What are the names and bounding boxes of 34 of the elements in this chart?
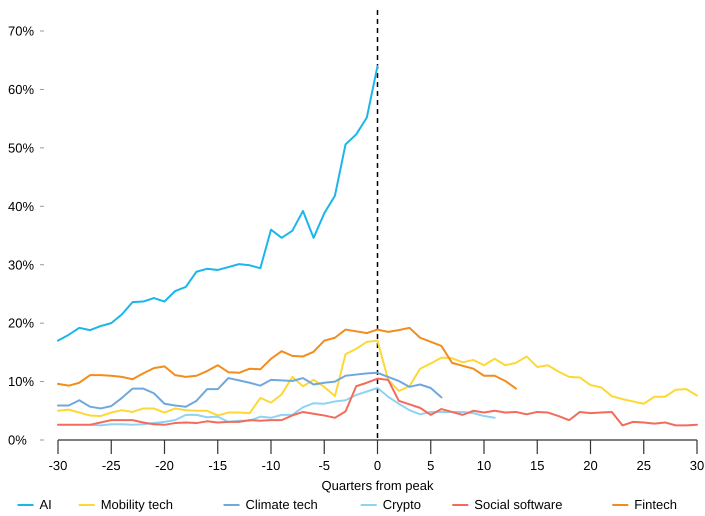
line-series [88,387,496,426]
legend-label: Crypto [382,497,421,512]
y-tick-label: 70% [8,24,34,39]
x-tick-label: 15 [530,458,544,473]
x-axis-title: Quarters from peak [322,478,434,493]
y-tick-label: 40% [8,198,34,214]
y-tick-label: 30% [8,257,34,272]
y-tick-label: 10% [8,374,34,390]
y-tick-label: 60% [8,82,34,97]
line-series [57,372,442,410]
y-tick-label: 0% [8,432,28,448]
x-tick-label: -10 [262,458,280,473]
line-series [57,65,378,342]
line-series [57,326,517,390]
x-tick-label: -5 [318,458,330,473]
x-tick-label: 25 [636,458,651,473]
x-tick-label: 10 [476,458,492,473]
legend-label: AI [40,497,52,512]
x-tick-label: 0 [374,458,382,473]
x-tick-label: 5 [427,458,434,473]
x-tick-label: 30 [690,458,704,473]
x-tick-label: -25 [102,458,121,473]
legend-label: Climate tech [246,497,318,512]
y-tick-label: 50% [8,140,34,156]
x-tick-label: -20 [155,458,174,473]
legend-label: Mobility tech [100,497,173,512]
line-series [57,340,698,418]
x-tick-label: 20 [583,458,598,473]
x-tick-label: -30 [48,458,68,473]
line-series [57,378,698,426]
x-tick-label: -15 [208,458,228,473]
y-tick-label: 20% [8,316,34,331]
legend-label: Fintech [634,497,677,512]
legend-label: Social software [474,497,562,512]
